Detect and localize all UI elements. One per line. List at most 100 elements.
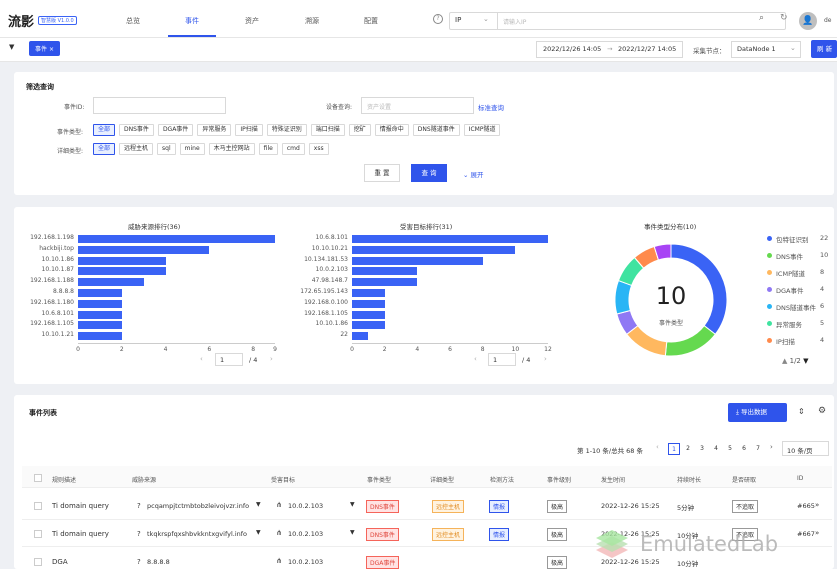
device-input[interactable]: 资产设置: [361, 97, 474, 114]
bar[interactable]: [78, 235, 275, 243]
help-icon[interactable]: ?: [433, 14, 443, 24]
col-detail-type[interactable]: 详细类型: [430, 477, 455, 484]
col-source[interactable]: 威胁来源: [132, 477, 157, 484]
caret-down-icon[interactable]: ▼: [350, 529, 355, 536]
col-event-type[interactable]: 事件类型: [367, 477, 392, 484]
bar[interactable]: [78, 256, 166, 265]
nav-assets[interactable]: 资产: [245, 17, 259, 25]
col-rule[interactable]: 规则描述: [52, 477, 77, 484]
row-target[interactable]: 10.0.2.103: [288, 558, 324, 566]
next-page-icon[interactable]: ›: [544, 355, 547, 363]
reset-button[interactable]: 重 置: [364, 164, 400, 182]
bar[interactable]: [352, 267, 418, 276]
event-type-port-scan[interactable]: 端口扫描: [310, 124, 345, 136]
search-input[interactable]: 请输入IP: [503, 19, 527, 26]
row-source[interactable]: tkqkrspfqxshbvkkntxgvifyl.info: [147, 530, 248, 538]
double-chevron-icon[interactable]: »: [815, 501, 820, 509]
row-id-link[interactable]: #667: [797, 530, 815, 538]
detail-type-mine[interactable]: mine: [179, 143, 205, 155]
bar[interactable]: [352, 332, 369, 341]
gear-icon[interactable]: ⚙: [818, 406, 827, 416]
detail-type-remote-host[interactable]: 远程主机: [119, 143, 154, 155]
event-type-dns-tunnel[interactable]: DNS隧道事件: [412, 124, 460, 136]
row-handled-button[interactable]: 不追取: [732, 528, 759, 541]
nav-trace[interactable]: 溯源: [305, 17, 319, 25]
bar[interactable]: [352, 235, 548, 243]
triangle-down-icon[interactable]: ▼: [803, 357, 809, 365]
history-icon[interactable]: ↻: [780, 13, 788, 23]
detail-type-xss[interactable]: xss: [308, 143, 329, 155]
bar[interactable]: [78, 289, 122, 297]
legend-item[interactable]: 异常服务 5: [767, 319, 833, 329]
col-id[interactable]: ID: [797, 475, 804, 482]
donut-slice[interactable]: [653, 243, 672, 261]
detail-type-file[interactable]: file: [258, 143, 278, 155]
page-7[interactable]: 7: [756, 445, 760, 452]
event-type-mining[interactable]: 挖矿: [348, 124, 371, 136]
legend-item[interactable]: DNS事件 10: [767, 251, 833, 261]
row-target[interactable]: 10.0.2.103: [288, 502, 324, 510]
event-type-dns[interactable]: DNS事件: [119, 124, 154, 136]
bar[interactable]: [352, 256, 483, 265]
bar[interactable]: [78, 245, 210, 254]
search-type-select[interactable]: IP: [455, 16, 462, 24]
next-page-icon[interactable]: ›: [770, 443, 773, 451]
caret-down-icon[interactable]: ▼: [256, 501, 261, 508]
event-type-icmp-tunnel[interactable]: ICMP隧道: [463, 124, 501, 136]
col-target[interactable]: 受害目标: [271, 477, 296, 484]
export-button[interactable]: ⤓ 导出数据: [728, 403, 787, 422]
col-time[interactable]: 发生时间: [601, 477, 626, 484]
threat-page-input[interactable]: 1: [215, 353, 243, 366]
bar[interactable]: [352, 299, 385, 308]
bar[interactable]: [352, 245, 516, 254]
col-handled[interactable]: 是否研取: [732, 477, 757, 484]
bar[interactable]: [352, 278, 418, 287]
table-row[interactable]: [22, 520, 832, 547]
table-row[interactable]: [22, 493, 832, 520]
caret-down-icon[interactable]: ▼: [350, 501, 355, 508]
prev-page-icon[interactable]: ‹: [656, 443, 659, 451]
prev-page-icon[interactable]: ‹: [474, 355, 477, 363]
bar[interactable]: [78, 310, 122, 319]
row-id-link[interactable]: #665: [797, 502, 815, 510]
row-source[interactable]: 8.8.8.8: [147, 558, 170, 566]
search-icon[interactable]: ⌕: [759, 13, 765, 23]
target-page-input[interactable]: 1: [488, 353, 516, 366]
page-size-select[interactable]: 10 条/页: [782, 441, 829, 456]
page-4[interactable]: 4: [714, 445, 718, 452]
row-handled-button[interactable]: 不追取: [732, 500, 759, 513]
row-checkbox[interactable]: [34, 530, 42, 538]
row-checkbox[interactable]: [34, 502, 42, 510]
row-target[interactable]: 10.0.2.103: [288, 530, 324, 538]
event-type-ip-scan[interactable]: IP扫描: [235, 124, 263, 136]
nav-config[interactable]: 配置: [364, 17, 378, 25]
bar[interactable]: [78, 321, 122, 330]
refresh-button[interactable]: 刷 新: [811, 40, 837, 58]
event-type-abnormal-service[interactable]: 异常服务: [197, 124, 232, 136]
page-6[interactable]: 6: [742, 445, 746, 452]
legend-item[interactable]: DGA事件 4: [767, 285, 833, 295]
bar[interactable]: [78, 278, 144, 287]
event-type-dga[interactable]: DGA事件: [157, 124, 194, 136]
row-checkbox[interactable]: [34, 558, 42, 566]
query-button[interactable]: 查 询: [411, 164, 447, 182]
bar[interactable]: [78, 299, 122, 308]
event-id-input[interactable]: [93, 97, 226, 114]
row-source[interactable]: pcqampjtctmbtobzleivojvzr.info: [147, 502, 250, 510]
event-type-intel-hit[interactable]: 情报命中: [374, 124, 409, 136]
event-type-all[interactable]: 全部: [93, 124, 116, 136]
double-chevron-icon[interactable]: »: [815, 529, 820, 537]
col-level[interactable]: 事件级别: [547, 477, 572, 484]
detail-type-all[interactable]: 全部: [93, 143, 116, 155]
legend-item[interactable]: 包特征识别 22: [767, 234, 833, 244]
tab-events[interactable]: 事件 ×: [29, 41, 60, 56]
close-icon[interactable]: ×: [48, 46, 54, 53]
bar[interactable]: [352, 289, 385, 297]
donut-slice[interactable]: [664, 325, 716, 357]
next-page-icon[interactable]: ›: [270, 355, 273, 363]
page-1[interactable]: 1: [668, 443, 680, 455]
caret-down-icon[interactable]: ▼: [9, 43, 15, 51]
bar[interactable]: [78, 332, 122, 341]
prev-page-icon[interactable]: ‹: [200, 355, 203, 363]
page-2[interactable]: 2: [686, 445, 690, 452]
